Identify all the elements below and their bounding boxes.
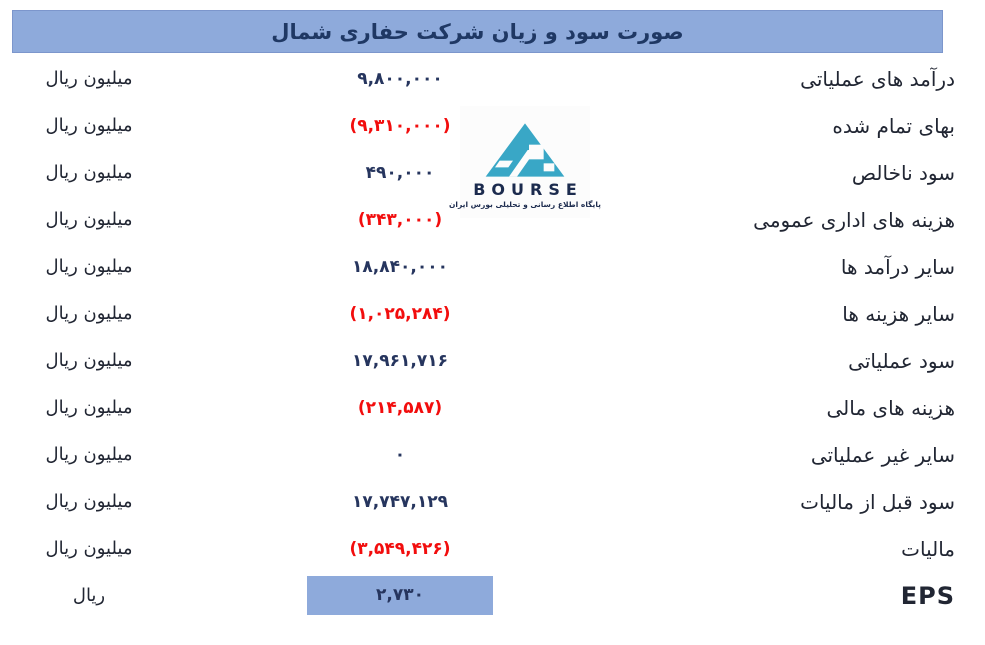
table-row: میلیون ریال (۳,۵۴۹,۴۲۶) مالیات	[0, 525, 985, 572]
table-row: میلیون ریال ۰ سایر غیر عملیاتی	[0, 431, 985, 478]
row-value-cell: ۰	[178, 445, 622, 465]
row-label: سود قبل از مالیات	[800, 489, 955, 514]
table-body: میلیون ریال ۹,۸۰۰,۰۰۰ درآمد های عملیاتی …	[0, 55, 985, 619]
row-value-cell: (۱,۰۲۵,۲۸۴)	[178, 304, 622, 324]
bourse24-triangle-icon	[485, 123, 565, 177]
table-row: میلیون ریال ۱۸,۸۴۰,۰۰۰ سایر درآمد ها	[0, 243, 985, 290]
row-value-text: ۱۷,۷۴۷,۱۲۹	[352, 491, 448, 512]
table-row: میلیون ریال (۲۱۴,۵۸۷) هزینه های مالی	[0, 384, 985, 431]
row-unit: میلیون ریال	[45, 350, 133, 371]
row-unit: ریال	[72, 585, 106, 606]
row-value-text: (۹,۳۱۰,۰۰۰)	[349, 115, 451, 136]
row-value-text: ۱۸,۸۴۰,۰۰۰	[352, 256, 448, 277]
row-value-text: (۳,۵۴۹,۴۲۶)	[349, 538, 451, 559]
row-value-cell: (۳۴۳,۰۰۰)	[178, 210, 622, 230]
row-value-cell: (۹,۳۱۰,۰۰۰)	[178, 116, 622, 136]
row-label: هزینه های مالی	[826, 395, 956, 420]
row-label: سایر غیر عملیاتی	[810, 442, 955, 467]
row-label: سود ناخالص	[851, 160, 955, 185]
row-value-text: (۲۱۴,۵۸۷)	[357, 397, 443, 418]
page-title: صورت سود و زیان شرکت حفاری شمال	[271, 19, 684, 44]
row-label: سایر درآمد ها	[840, 254, 955, 279]
row-value-text: (۳۴۳,۰۰۰)	[357, 209, 443, 230]
row-value-cell: ۱۷,۹۶۱,۷۱۶	[178, 351, 622, 371]
row-label: بهای تمام شده	[832, 113, 955, 138]
row-value-text: ۲,۷۳۰	[307, 576, 493, 615]
row-value-cell: ۲,۷۳۰	[178, 576, 622, 615]
row-unit: میلیون ریال	[45, 68, 133, 89]
row-value-cell: ۱۸,۸۴۰,۰۰۰	[178, 257, 622, 277]
row-unit: میلیون ریال	[45, 162, 133, 183]
row-value-text: (۱,۰۲۵,۲۸۴)	[349, 303, 451, 324]
table-row: میلیون ریال ۱۷,۷۴۷,۱۲۹ سود قبل از مالیات	[0, 478, 985, 525]
row-value-text: ۱۷,۹۶۱,۷۱۶	[352, 350, 448, 371]
watermark-tagline: پایگاه اطلاع رسانی و تحلیلی بورس ایران	[449, 200, 601, 209]
row-label: مالیات	[901, 536, 955, 561]
row-value-text: ۹,۸۰۰,۰۰۰	[357, 68, 443, 89]
table-row: میلیون ریال (۳۴۳,۰۰۰) هزینه های اداری عم…	[0, 196, 985, 243]
row-value-text: ۴۹۰,۰۰۰	[365, 162, 435, 183]
row-value-cell: ۴۹۰,۰۰۰	[178, 163, 622, 183]
table-row: میلیون ریال (۱,۰۲۵,۲۸۴) سایر هزینه ها	[0, 290, 985, 337]
row-label: سود عملیاتی	[848, 348, 955, 373]
row-label: EPS	[900, 581, 955, 610]
watermark-brand-text: BOURSE	[473, 180, 583, 199]
row-unit: میلیون ریال	[45, 444, 133, 465]
table-row: میلیون ریال ۹,۸۰۰,۰۰۰ درآمد های عملیاتی	[0, 55, 985, 102]
row-unit: میلیون ریال	[45, 303, 133, 324]
row-value-cell: (۳,۵۴۹,۴۲۶)	[178, 539, 622, 559]
row-unit: میلیون ریال	[45, 397, 133, 418]
bourse24-watermark: BOURSE پایگاه اطلاع رسانی و تحلیلی بورس …	[449, 106, 601, 218]
row-unit: میلیون ریال	[45, 491, 133, 512]
row-label: سایر هزینه ها	[842, 301, 955, 326]
row-unit: میلیون ریال	[45, 538, 133, 559]
row-unit: میلیون ریال	[45, 209, 133, 230]
row-unit: میلیون ریال	[45, 256, 133, 277]
table-row: ریال ۲,۷۳۰ EPS	[0, 572, 985, 619]
row-unit: میلیون ریال	[45, 115, 133, 136]
row-label: درآمد های عملیاتی	[800, 66, 955, 91]
table-title-bar: صورت سود و زیان شرکت حفاری شمال	[12, 10, 943, 53]
row-value-cell: ۱۷,۷۴۷,۱۲۹	[178, 492, 622, 512]
table-row: میلیون ریال (۹,۳۱۰,۰۰۰) بهای تمام شده	[0, 102, 985, 149]
row-label: هزینه های اداری عمومی	[753, 207, 955, 232]
row-value-cell: ۹,۸۰۰,۰۰۰	[178, 69, 622, 89]
row-value-cell: (۲۱۴,۵۸۷)	[178, 398, 622, 418]
table-row: میلیون ریال ۴۹۰,۰۰۰ سود ناخالص	[0, 149, 985, 196]
table-row: میلیون ریال ۱۷,۹۶۱,۷۱۶ سود عملیاتی	[0, 337, 985, 384]
row-value-text: ۰	[394, 444, 406, 465]
